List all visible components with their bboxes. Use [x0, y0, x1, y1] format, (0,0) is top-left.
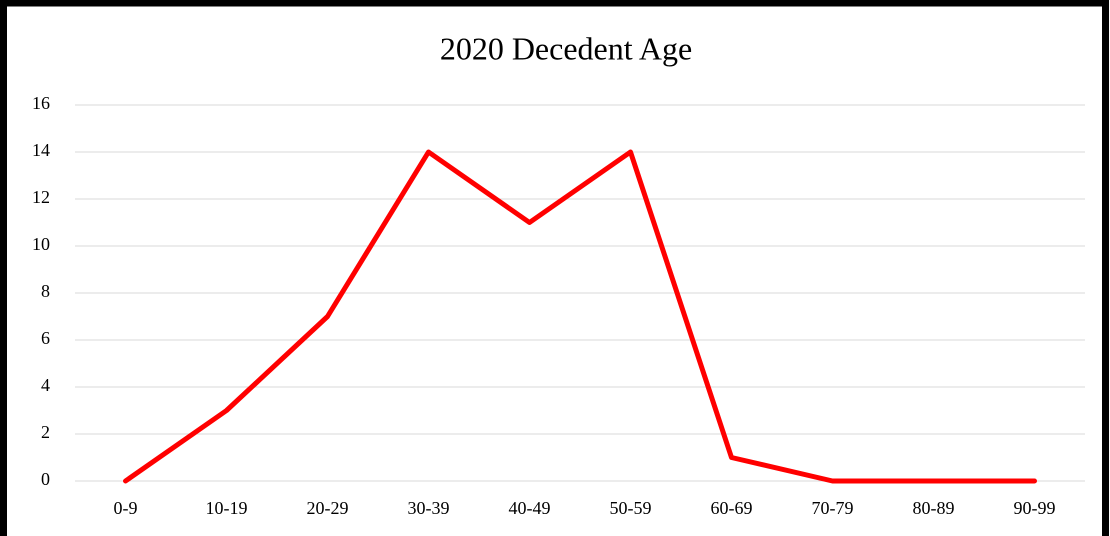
y-tick-label: 10: [32, 234, 50, 254]
y-tick-label: 8: [41, 281, 50, 301]
y-tick-label: 2: [41, 422, 50, 442]
y-tick-label: 14: [32, 140, 50, 160]
chart-title: 2020 Decedent Age: [440, 30, 692, 66]
x-tick-label: 40-49: [509, 498, 551, 518]
y-tick-label: 6: [41, 328, 50, 348]
x-tick-label: 20-29: [307, 498, 349, 518]
line-series: [123, 149, 1037, 484]
x-tick-label: 30-39: [408, 498, 450, 518]
y-tick-label: 12: [32, 187, 50, 207]
x-tick-label: 60-69: [711, 498, 753, 518]
y-tick-label: 4: [41, 375, 50, 395]
x-tick-label: 90-99: [1014, 498, 1056, 518]
y-tick-label: 0: [41, 469, 50, 489]
x-tick-label: 70-79: [812, 498, 854, 518]
x-tick-label: 10-19: [206, 498, 248, 518]
y-tick-label: 16: [32, 93, 50, 113]
x-tick-label: 0-9: [114, 498, 138, 518]
x-tick-label: 80-89: [913, 498, 955, 518]
x-tick-label: 50-59: [610, 498, 652, 518]
